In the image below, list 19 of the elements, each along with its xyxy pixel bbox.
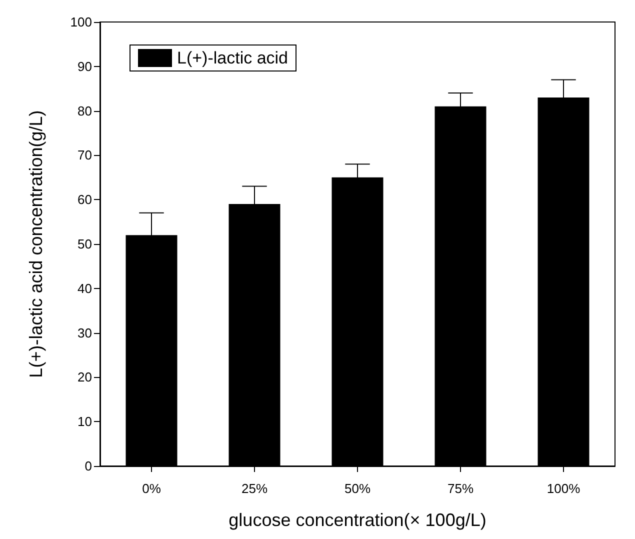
y-tick-label: 70: [78, 148, 92, 163]
x-tick-label: 0%: [142, 481, 162, 496]
y-tick-label: 0: [84, 458, 92, 474]
x-tick-label: 75%: [447, 481, 474, 496]
y-tick-label: 20: [78, 370, 92, 385]
y-tick-label: 30: [78, 325, 92, 340]
y-tick-label: 90: [78, 58, 92, 74]
y-tick-label: 50: [78, 236, 92, 252]
y-tick-label: 80: [78, 103, 92, 118]
y-tick-label: 40: [78, 280, 92, 296]
x-tick-label: 50%: [344, 481, 371, 496]
x-tick-label: 25%: [241, 481, 268, 496]
y-tick-label: 10: [78, 414, 92, 430]
legend-label: L(+)-lactic acid: [177, 48, 288, 68]
y-tick-label: 60: [78, 192, 92, 208]
x-tick-label: 100%: [546, 481, 581, 496]
y-axis-title: L(+)-lactic acid concentration(g/L): [26, 110, 46, 378]
y-tick-label: 100: [70, 14, 92, 30]
x-axis-title: glucose concentration(× 100g/L): [228, 510, 486, 530]
